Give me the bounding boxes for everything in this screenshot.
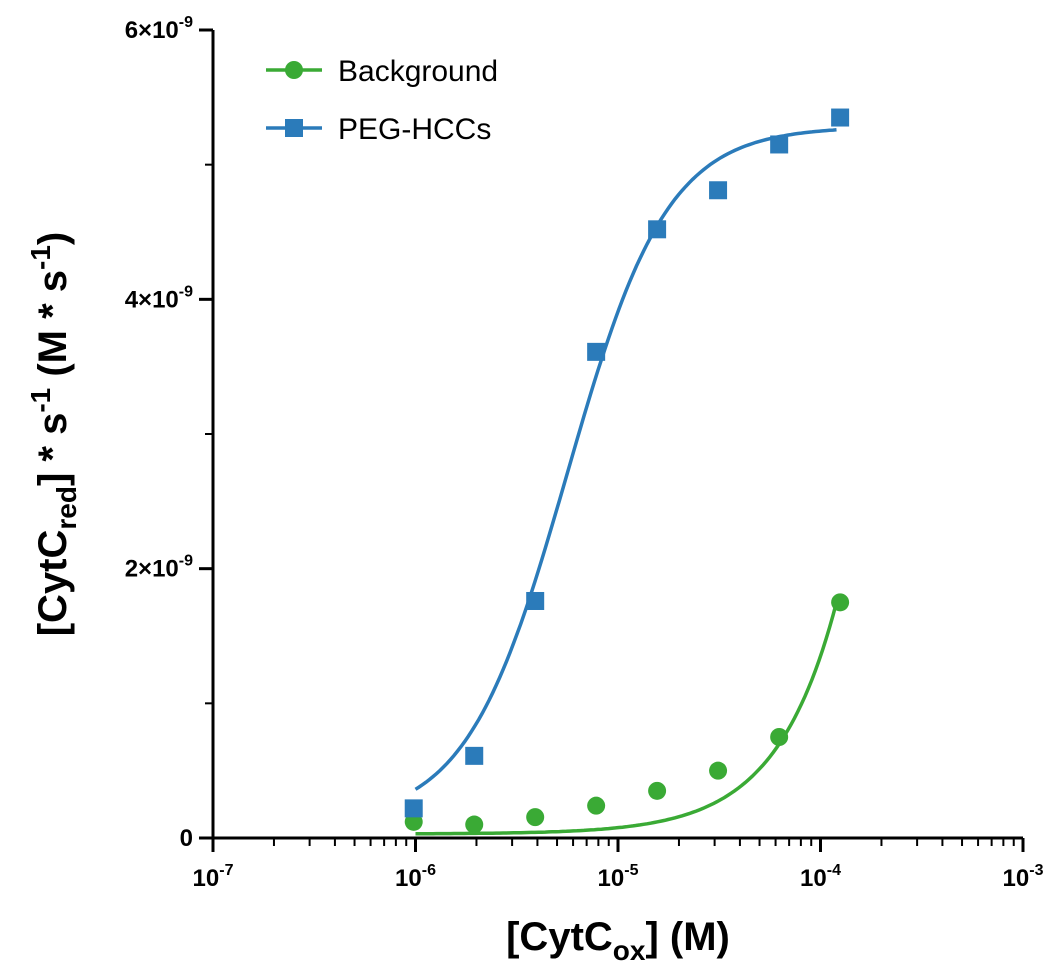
y-tick-label: 4×10-9 bbox=[125, 283, 193, 313]
y-tick-label: 2×10-9 bbox=[125, 553, 193, 583]
data-point-peg-hccs bbox=[526, 591, 545, 610]
y-tick-text: 0 bbox=[180, 825, 193, 852]
data-point-peg-hccs bbox=[404, 799, 423, 818]
legend-marker-peg-hccs bbox=[285, 119, 303, 137]
x-tick-exponent: -6 bbox=[422, 862, 436, 879]
axes: 10-7 10-6 10-5 10-4 10-302×10-94×10-96×10-9 bbox=[125, 14, 1044, 892]
data-point-background bbox=[648, 781, 667, 800]
x-tick-exponent: -4 bbox=[827, 862, 841, 879]
x-tick-base: 10 bbox=[1003, 865, 1030, 892]
y-tick-label: 0 bbox=[180, 825, 193, 852]
legend-marker-background bbox=[285, 61, 303, 79]
y-tick-text: 4×10 bbox=[125, 286, 179, 313]
y-tick-text: 6×10 bbox=[125, 17, 179, 44]
data-point-peg-hccs bbox=[770, 135, 789, 154]
data-point-peg-hccs bbox=[465, 746, 484, 765]
y-axis-title-subscript: red bbox=[51, 486, 82, 530]
x-tick-exponent: -3 bbox=[1029, 862, 1043, 879]
fit-curves bbox=[414, 128, 839, 836]
data-point-background bbox=[770, 728, 789, 746]
y-tick-text: 2×10 bbox=[125, 556, 179, 583]
x-tick-exponent: -7 bbox=[219, 862, 233, 879]
y-tick-exponent: -9 bbox=[179, 553, 193, 570]
fit-curve-peg-hccs bbox=[414, 128, 837, 791]
x-axis-title-subscript: ox bbox=[613, 935, 646, 966]
x-tick-base: 10 bbox=[193, 865, 220, 892]
x-axis-title-text: [CytC bbox=[506, 915, 613, 959]
legend-label-background: Background bbox=[338, 55, 498, 88]
x-axis-title-text: ] (M) bbox=[645, 915, 729, 959]
y-tick-exponent: -9 bbox=[179, 14, 193, 31]
data-point-peg-hccs bbox=[648, 220, 667, 239]
x-tick-exponent: -5 bbox=[624, 862, 638, 879]
data-points bbox=[404, 108, 850, 834]
data-point-background bbox=[587, 796, 606, 815]
y-tick-label: 6×10-9 bbox=[125, 14, 193, 44]
y-axis-title-text: ] * s bbox=[31, 413, 75, 486]
data-point-peg-hccs bbox=[587, 342, 606, 361]
axis-titles: [CytCox] (M)[CytCred] * s-1 (M * s-1) bbox=[25, 232, 730, 966]
x-tick-base: 10 bbox=[598, 865, 625, 892]
x-tick-label: 10-6 bbox=[395, 862, 436, 892]
data-point-background bbox=[831, 593, 850, 612]
y-axis-title-text: (M * s bbox=[31, 270, 75, 388]
x-tick-base: 10 bbox=[800, 865, 827, 892]
legend-label-peg-hccs: PEG-HCCs bbox=[338, 113, 491, 146]
y-axis-title-text: [CytC bbox=[31, 530, 75, 637]
y-axis-title-superscript: -1 bbox=[25, 388, 56, 413]
y-axis-title: [CytCred] * s-1 (M * s-1) bbox=[25, 232, 82, 637]
data-point-peg-hccs bbox=[831, 108, 850, 127]
x-tick-label: 10-4 bbox=[800, 862, 841, 892]
y-axis-title-text: ) bbox=[31, 232, 75, 245]
fit-curve-background bbox=[415, 601, 839, 836]
data-point-background bbox=[526, 808, 545, 827]
data-point-background bbox=[709, 761, 728, 780]
y-axis-title-superscript: -1 bbox=[25, 245, 56, 270]
x-tick-label: 10-7 bbox=[193, 862, 234, 892]
y-tick-exponent: -9 bbox=[179, 283, 193, 300]
x-tick-label: 10-5 bbox=[598, 862, 639, 892]
legend: Background PEG-HCCs bbox=[266, 55, 498, 146]
x-tick-label: 10-3 bbox=[1003, 862, 1044, 892]
data-point-peg-hccs bbox=[709, 181, 728, 200]
x-axis-title: [CytCox] (M) bbox=[506, 915, 730, 966]
x-tick-base: 10 bbox=[395, 865, 422, 892]
data-point-background bbox=[465, 815, 484, 834]
